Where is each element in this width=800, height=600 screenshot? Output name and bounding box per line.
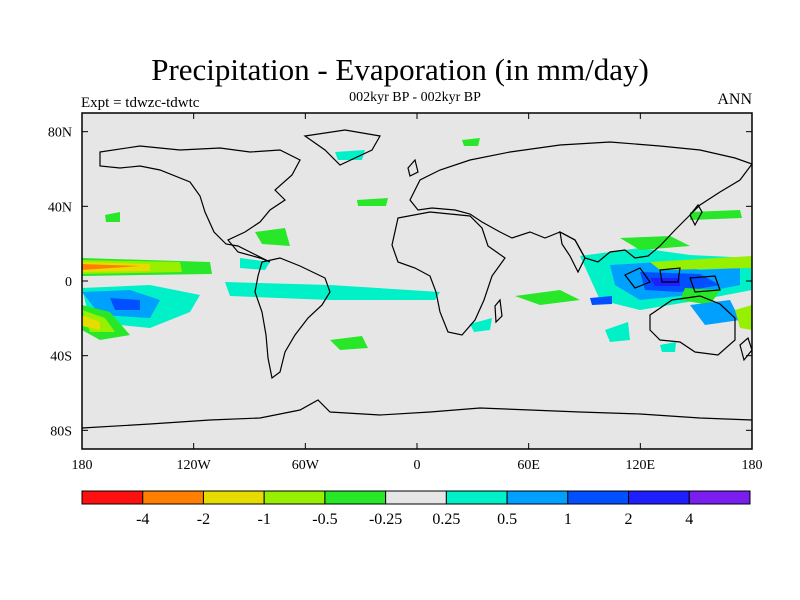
anomaly-field — [650, 256, 752, 270]
colorbar-box — [567, 490, 630, 505]
pe-anomaly-fields — [82, 138, 752, 352]
coastline-indonesia — [624, 267, 721, 293]
anomaly-field — [240, 258, 270, 270]
colorbar-box — [142, 490, 204, 505]
anomaly-field — [660, 342, 676, 352]
colorbar-label: 2 — [625, 511, 633, 528]
colorbar-label: -2 — [197, 511, 210, 528]
anomaly-field — [330, 336, 368, 350]
experiment-label: Expt = tdwzc-tdwtc — [81, 95, 200, 111]
coastline-japan — [689, 203, 703, 227]
coastline-british-isles — [407, 158, 419, 177]
colorbar-label: 1 — [564, 511, 572, 528]
coastline-madagascar — [494, 298, 503, 324]
anomaly-field — [255, 228, 290, 246]
colorbar-box — [263, 490, 326, 505]
coastline-north-america — [99, 145, 301, 263]
colorbar-box — [81, 490, 144, 505]
anomaly-field — [735, 305, 752, 330]
anomaly-field — [590, 296, 612, 305]
anomaly-field — [462, 138, 480, 146]
x-tick-label: 120E — [626, 458, 656, 473]
x-axis: 180 120W 60W 0 60E 120E 180 — [72, 113, 763, 473]
coastline-new-zealand — [739, 336, 752, 362]
plot-subtitle: 002kyr BP - 002kyr BP — [349, 90, 481, 105]
colorbar-box — [385, 490, 447, 505]
colorbar-label: -1 — [258, 511, 271, 528]
coastline-africa — [391, 211, 506, 336]
anomaly-field — [82, 315, 100, 330]
colorbar: -4 -2 -1 -0.5 -0.25 0.25 0.5 1 2 4 — [81, 490, 751, 528]
colorbar-box — [445, 490, 508, 505]
colorbar-box — [202, 490, 265, 505]
anomaly-field — [620, 236, 690, 250]
x-tick-label: 120W — [177, 458, 212, 473]
plot-title: Precipitation - Evaporation (in mm/day) — [151, 52, 649, 87]
x-tick-label: 180 — [72, 458, 93, 473]
x-tick-label: 60W — [292, 458, 320, 473]
anomaly-field — [470, 318, 492, 332]
coastline-south-america — [254, 257, 331, 380]
colorbar-label: 4 — [685, 511, 693, 528]
y-tick-label: 40N — [48, 200, 72, 215]
coastline-eurasia — [409, 141, 752, 263]
colorbar-box — [506, 490, 569, 505]
anomaly-field — [105, 212, 120, 222]
colorbar-label: -0.25 — [369, 511, 402, 528]
coastlines — [82, 129, 752, 429]
coastline-india — [559, 230, 586, 274]
y-tick-label: 80N — [48, 126, 72, 141]
anomaly-field — [225, 282, 440, 300]
colorbar-label: 0.25 — [432, 511, 460, 528]
anomaly-field — [357, 198, 388, 206]
colorbar-label: -4 — [136, 511, 149, 528]
colorbar-box — [324, 490, 387, 505]
coastline-australia — [649, 295, 736, 356]
anomaly-field — [110, 298, 140, 310]
y-tick-label: 0 — [65, 275, 72, 290]
colorbar-box — [628, 490, 690, 505]
anomaly-field — [690, 210, 742, 220]
coastline-greenland — [303, 129, 381, 166]
season-label: ANN — [717, 91, 752, 108]
coastline-antarctica — [82, 399, 752, 429]
colorbar-label: -0.5 — [312, 511, 337, 528]
x-tick-label: 60E — [517, 458, 540, 473]
y-axis: 80N 40N 0 40S 80S — [48, 126, 752, 439]
anomaly-field — [690, 300, 740, 325]
y-tick-label: 80S — [50, 424, 72, 439]
anomaly-field — [605, 322, 630, 342]
colorbar-label: 0.5 — [497, 511, 517, 528]
anomaly-field — [335, 150, 365, 160]
colorbar-box — [688, 490, 751, 505]
x-tick-label: 180 — [742, 458, 763, 473]
x-tick-label: 0 — [414, 458, 421, 473]
y-tick-label: 40S — [50, 350, 72, 365]
anomaly-field — [82, 264, 140, 270]
anomaly-field — [515, 290, 580, 305]
